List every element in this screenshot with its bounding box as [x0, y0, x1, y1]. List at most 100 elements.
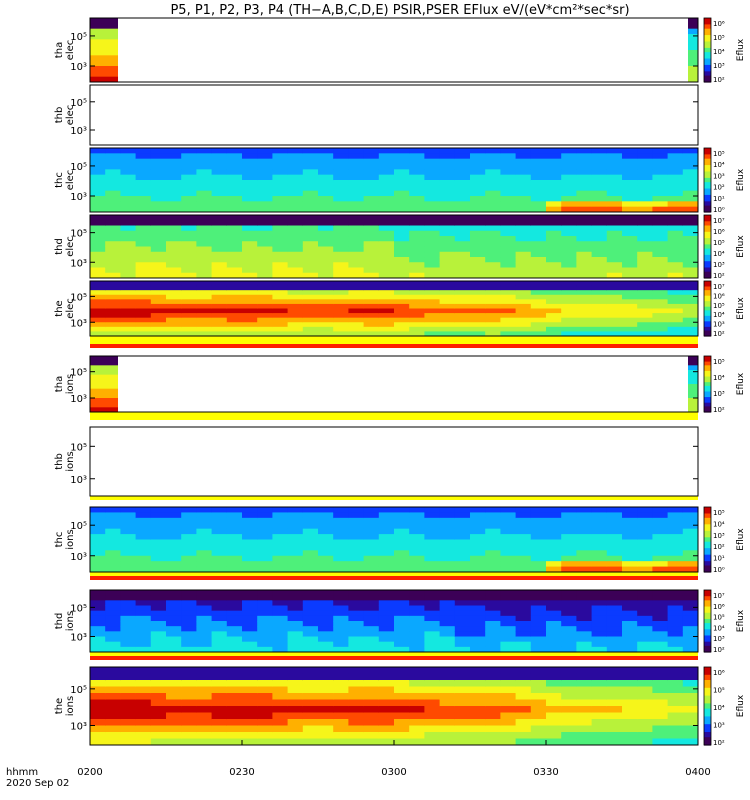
heatmap-cell [546, 308, 562, 314]
heatmap-cell [90, 290, 106, 296]
colorbar-swatch [704, 550, 711, 554]
heatmap-cell [287, 667, 304, 674]
heatmap-cell [226, 180, 243, 186]
heatmap-cell [105, 257, 121, 263]
heatmap-cell [120, 528, 137, 535]
heatmap-cell [181, 615, 197, 622]
heatmap-cell [394, 636, 410, 643]
colorbar-swatch [704, 308, 711, 311]
heatmap-cell [500, 636, 517, 643]
heatmap-cell [622, 673, 638, 681]
heatmap-cell [90, 196, 106, 202]
heatmap-cell [196, 299, 213, 305]
heatmap-cell [181, 308, 197, 314]
heatmap-cell [424, 534, 441, 540]
colorbar-swatch [704, 162, 711, 166]
heatmap-cell [652, 673, 669, 681]
heatmap-cell [90, 686, 106, 694]
heatmap-cell [257, 555, 273, 562]
heatmap-cell [196, 732, 213, 739]
heatmap-cell [333, 507, 349, 513]
heatmap-cell [485, 308, 501, 314]
heatmap-cell [424, 641, 441, 648]
heatmap-cell [378, 225, 395, 232]
heatmap-cell [105, 230, 121, 237]
heatmap-cell [409, 158, 425, 165]
heatmap-cell [485, 738, 501, 746]
heatmap-cell [272, 225, 289, 232]
heatmap-cell [500, 267, 517, 274]
heatmap-cell [591, 686, 608, 694]
heatmap-cell [667, 230, 684, 237]
heatmap-cell [500, 180, 517, 186]
heatmap-cell [318, 590, 334, 596]
heatmap-cell [652, 738, 669, 746]
heatmap-cell [287, 706, 304, 713]
colorbar-swatch [704, 261, 711, 264]
heatmap-cell [105, 732, 121, 739]
heatmap-cell [424, 225, 441, 232]
colorbar-swatch [704, 175, 711, 179]
heatmap-cell [242, 281, 258, 287]
heatmap-cell [576, 285, 593, 291]
heatmap-cell [211, 313, 228, 319]
heatmap-cell [166, 610, 182, 617]
heatmap-cell [485, 550, 501, 557]
heatmap-cell [591, 313, 608, 319]
heatmap-cell [424, 636, 441, 643]
heatmap-cell [166, 561, 182, 568]
heatmap-cell [485, 719, 501, 726]
heatmap-cell [378, 331, 395, 337]
heatmap-cell [454, 615, 471, 622]
colorbar-swatch [704, 37, 711, 40]
heatmap-cell [302, 699, 319, 707]
heatmap-cell [363, 566, 380, 573]
heatmap-cell [150, 326, 167, 332]
heatmap-cell [424, 241, 441, 247]
heatmap-cell [576, 507, 593, 513]
heatmap-cell [591, 220, 608, 226]
heatmap-cell [318, 706, 334, 713]
heatmap-cell [226, 267, 243, 274]
heatmap-cell [500, 294, 517, 300]
heatmap-cell [181, 699, 197, 707]
heatmap-cell [394, 313, 410, 319]
heatmap-cell [257, 313, 273, 319]
heatmap-cell [302, 299, 319, 305]
colorbar-tick-label: 10⁶ [713, 603, 725, 611]
heatmap-cell [500, 610, 517, 617]
colorbar-frame [703, 355, 712, 413]
heatmap-cell [470, 257, 486, 263]
heatmap-cell [226, 326, 243, 332]
heatmap-cell [515, 285, 532, 291]
heatmap-cell [181, 267, 197, 274]
heatmap-cell [530, 686, 547, 694]
heatmap-cell [424, 590, 441, 596]
heatmap-cell [105, 706, 121, 713]
heatmap-cell [272, 667, 289, 674]
heatmap-cell [409, 693, 425, 700]
heatmap-cell [348, 158, 365, 165]
heatmap-cell [150, 236, 167, 242]
heatmap-cell [196, 215, 213, 221]
heatmap-cell [120, 326, 137, 332]
heatmap-cell [181, 313, 197, 319]
heatmap-cell [272, 220, 289, 226]
colorbar-swatch [704, 406, 711, 409]
heatmap-cell [682, 225, 699, 232]
colorbar-swatch [704, 35, 711, 38]
heatmap-cell [500, 605, 517, 612]
heatmap-cell [591, 706, 608, 713]
heatmap-cell [196, 595, 213, 601]
heatmap-cell [561, 646, 577, 653]
heatmap-cell [378, 220, 395, 226]
heatmap-cell [622, 201, 638, 208]
heatmap-cell [135, 693, 152, 700]
heatmap-cell [652, 631, 669, 637]
heatmap-cell [688, 398, 698, 404]
x-tick-label: 0230 [229, 767, 254, 778]
heatmap-cell [166, 169, 182, 176]
heatmap-cell [333, 566, 349, 573]
